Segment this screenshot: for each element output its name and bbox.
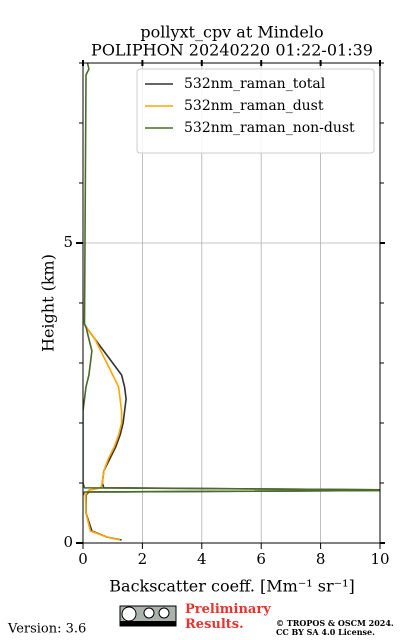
legend-label: 532nm_raman_dust [184, 98, 324, 114]
x-tick-label: 2 [138, 550, 148, 568]
legend: 532nm_raman_total 532nm_raman_dust 532nm_r… [136, 68, 375, 154]
preliminary: Preliminary Results. [185, 602, 271, 632]
chart-title: pollyxt_cpv at Mindelo [140, 23, 323, 42]
plot-frame [82, 62, 381, 544]
legend-label: 532nm_raman_non-dust [184, 120, 355, 136]
series-line [83, 323, 380, 541]
legend-label: 532nm_raman_total [184, 76, 326, 92]
y-axis-label: Height (km) [39, 254, 58, 352]
x-tick-label: 6 [256, 550, 266, 568]
version: Version: 3.6 [7, 622, 86, 637]
series-line [83, 323, 123, 541]
copyright: © TROPOS & OSCM 2024. [276, 618, 394, 628]
cc-badge [119, 605, 177, 627]
x-tick-label: 0 [78, 550, 88, 568]
x-tick-label: 10 [370, 550, 389, 568]
x-tick-label: 4 [197, 550, 207, 568]
legend-box [136, 68, 375, 154]
y-tick-label: 5 [63, 233, 73, 251]
series-line [83, 63, 380, 496]
x-tick-label: 8 [316, 550, 326, 568]
copyright: CC BY SA 4.0 License. [276, 627, 375, 637]
x-axis-label: Backscatter coeff. [Mm⁻¹ sr⁻¹] [109, 577, 354, 596]
plot-lines [83, 63, 380, 541]
chart-subtitle: POLIPHON 20240220 01:22-01:39 [91, 41, 373, 60]
y-tick-label: 0 [63, 533, 73, 551]
